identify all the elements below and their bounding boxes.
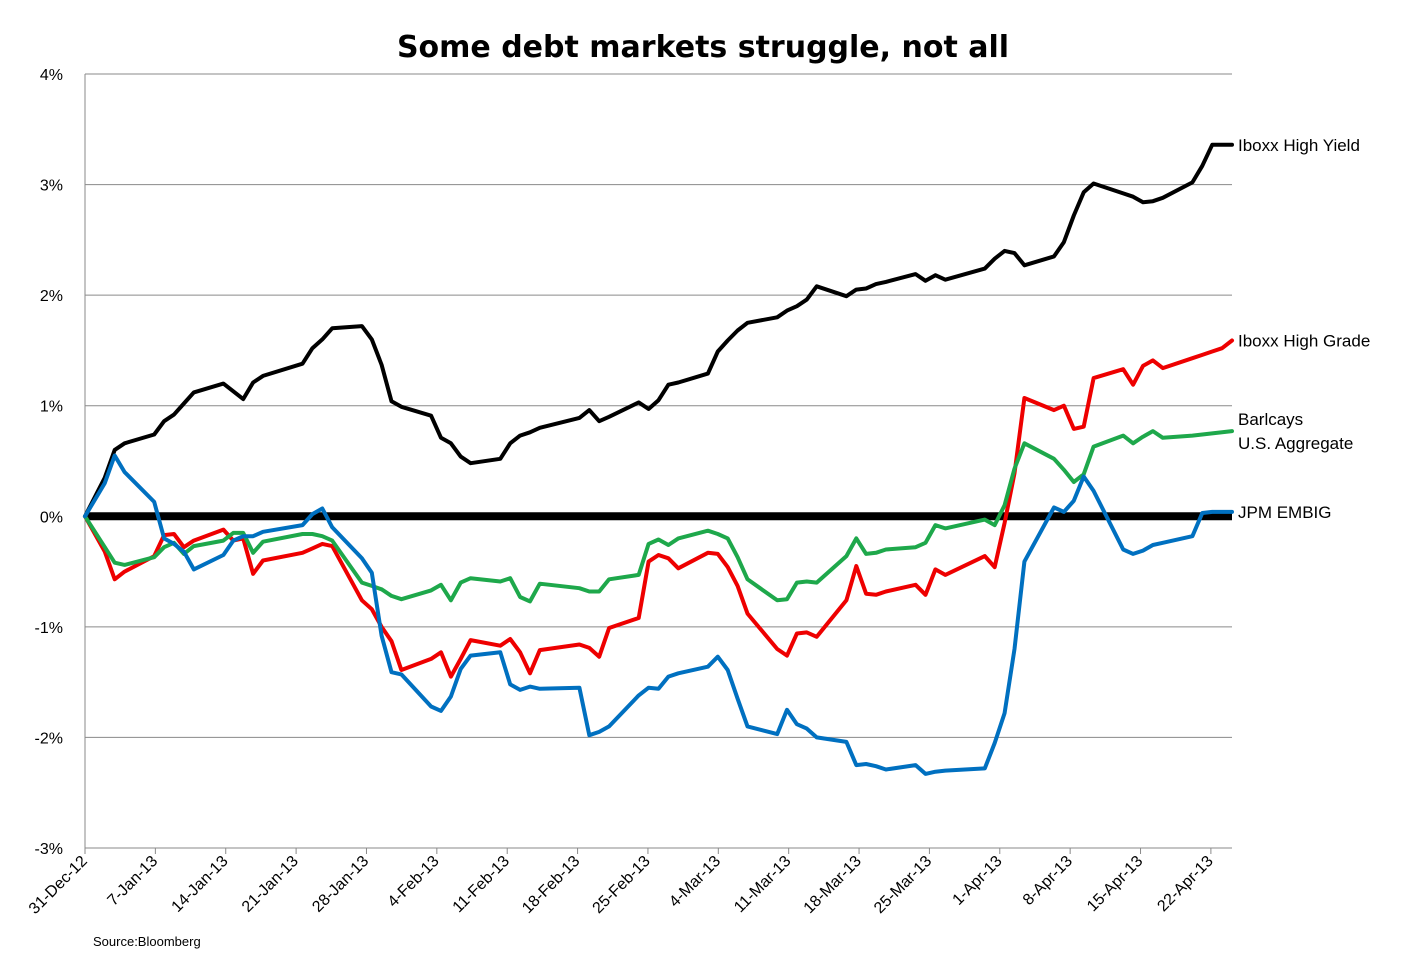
series-label: Iboxx High Yield: [1238, 136, 1360, 155]
chart-title: Some debt markets struggle, not all: [397, 30, 1009, 65]
x-tick-label: 11-Feb-13: [450, 853, 513, 916]
series-line: [83, 453, 1234, 776]
y-tick-label: 2%: [40, 288, 63, 305]
x-tick-label: 14-Jan-13: [169, 853, 232, 916]
x-tick-label: 4-Mar-13: [666, 853, 724, 911]
x-tick-label: 15-Apr-13: [1084, 853, 1146, 915]
series-label: Iboxx High Grade: [1238, 331, 1370, 350]
y-axis-tick-labels: -3% -2% -1% 0% 1% 2% 3% 4%: [35, 67, 63, 858]
x-tick-label: 7-Jan-13: [105, 853, 162, 910]
series-labels: Iboxx High Yield Iboxx High Grade Barlcays…: [1238, 136, 1370, 522]
source-note: Source:Bloomberg: [93, 934, 201, 949]
x-tick-label: 18-Feb-13: [519, 853, 583, 917]
y-tick-label: 3%: [40, 178, 63, 195]
x-tick-label: 8-Apr-13: [1020, 853, 1076, 909]
x-tick-label: 31-Dec-12: [26, 853, 91, 918]
x-tick-label: 25-Mar-13: [871, 853, 935, 917]
x-tick-label: 21-Jan-13: [239, 853, 302, 916]
series-label: Barlcays: [1238, 410, 1303, 429]
axes: [84, 74, 1232, 854]
y-tick-label: 1%: [40, 399, 63, 416]
x-tick-label: 18-Mar-13: [801, 853, 865, 917]
series-label: U.S. Aggregate: [1238, 434, 1353, 453]
series-lines: [83, 142, 1234, 776]
x-tick-label: 11-Mar-13: [731, 853, 794, 916]
x-tick-label: 4-Feb-13: [385, 853, 443, 911]
x-tick-label: 28-Jan-13: [309, 853, 372, 916]
y-tick-label: -2%: [35, 730, 63, 747]
gridlines: [85, 73, 1232, 849]
y-tick-label: -3%: [35, 841, 63, 858]
x-axis-tick-labels: 31-Dec-12 7-Jan-13 14-Jan-13 21-Jan-13 28-Ja…: [26, 853, 1217, 918]
series-line: [83, 429, 1234, 604]
series-line: [83, 142, 1234, 519]
y-tick-label: -1%: [35, 620, 63, 637]
series-label: JPM EMBIG: [1238, 503, 1332, 522]
y-tick-label: 0%: [40, 509, 63, 526]
x-tick-label: 1-Apr-13: [950, 853, 1006, 909]
y-tick-label: 4%: [40, 67, 63, 84]
series-line: [83, 338, 1234, 679]
x-tick-label: 22-Apr-13: [1154, 853, 1216, 915]
x-tick-label: 25-Feb-13: [590, 853, 654, 917]
